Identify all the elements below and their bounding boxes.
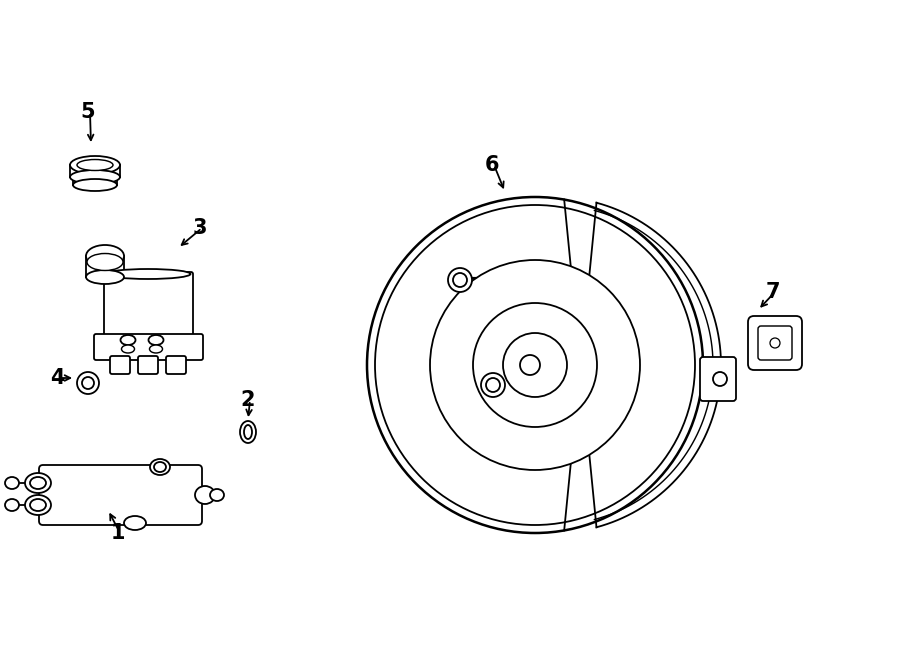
Ellipse shape <box>105 269 191 279</box>
Text: 1: 1 <box>111 523 125 543</box>
Circle shape <box>375 205 695 525</box>
Ellipse shape <box>195 486 215 504</box>
FancyBboxPatch shape <box>110 356 130 374</box>
Circle shape <box>503 333 567 397</box>
Circle shape <box>448 268 472 292</box>
Ellipse shape <box>121 335 136 345</box>
Ellipse shape <box>154 462 166 472</box>
Ellipse shape <box>149 345 163 353</box>
FancyBboxPatch shape <box>748 316 802 370</box>
Ellipse shape <box>124 516 146 530</box>
Ellipse shape <box>5 477 19 489</box>
Ellipse shape <box>25 495 51 515</box>
FancyBboxPatch shape <box>758 326 792 360</box>
Circle shape <box>367 197 703 533</box>
Ellipse shape <box>148 335 164 345</box>
Ellipse shape <box>122 345 134 353</box>
Circle shape <box>481 373 505 397</box>
Ellipse shape <box>770 338 780 348</box>
Ellipse shape <box>87 254 123 270</box>
Text: 6: 6 <box>485 155 500 175</box>
Circle shape <box>430 260 640 470</box>
Ellipse shape <box>82 377 94 389</box>
Ellipse shape <box>77 159 113 171</box>
Text: 3: 3 <box>193 218 207 238</box>
Ellipse shape <box>77 372 99 394</box>
Ellipse shape <box>73 179 117 191</box>
Text: 5: 5 <box>81 102 95 122</box>
FancyBboxPatch shape <box>39 465 202 525</box>
Ellipse shape <box>150 459 170 475</box>
Ellipse shape <box>30 499 46 511</box>
Circle shape <box>486 378 500 392</box>
FancyBboxPatch shape <box>166 356 186 374</box>
Circle shape <box>453 273 467 287</box>
Ellipse shape <box>86 270 124 284</box>
Ellipse shape <box>5 499 19 511</box>
Ellipse shape <box>30 477 46 489</box>
Ellipse shape <box>25 473 51 493</box>
Circle shape <box>713 372 727 386</box>
FancyBboxPatch shape <box>700 357 736 401</box>
FancyBboxPatch shape <box>138 356 158 374</box>
Ellipse shape <box>244 425 252 439</box>
Circle shape <box>473 303 597 427</box>
Circle shape <box>520 355 540 375</box>
Text: 2: 2 <box>241 390 256 410</box>
Ellipse shape <box>240 421 256 443</box>
Ellipse shape <box>70 156 120 174</box>
FancyBboxPatch shape <box>94 334 203 360</box>
FancyBboxPatch shape <box>104 272 193 338</box>
Ellipse shape <box>86 245 124 267</box>
Text: 7: 7 <box>766 282 780 302</box>
Text: 4: 4 <box>50 368 64 388</box>
Ellipse shape <box>210 489 224 501</box>
Ellipse shape <box>70 170 120 184</box>
